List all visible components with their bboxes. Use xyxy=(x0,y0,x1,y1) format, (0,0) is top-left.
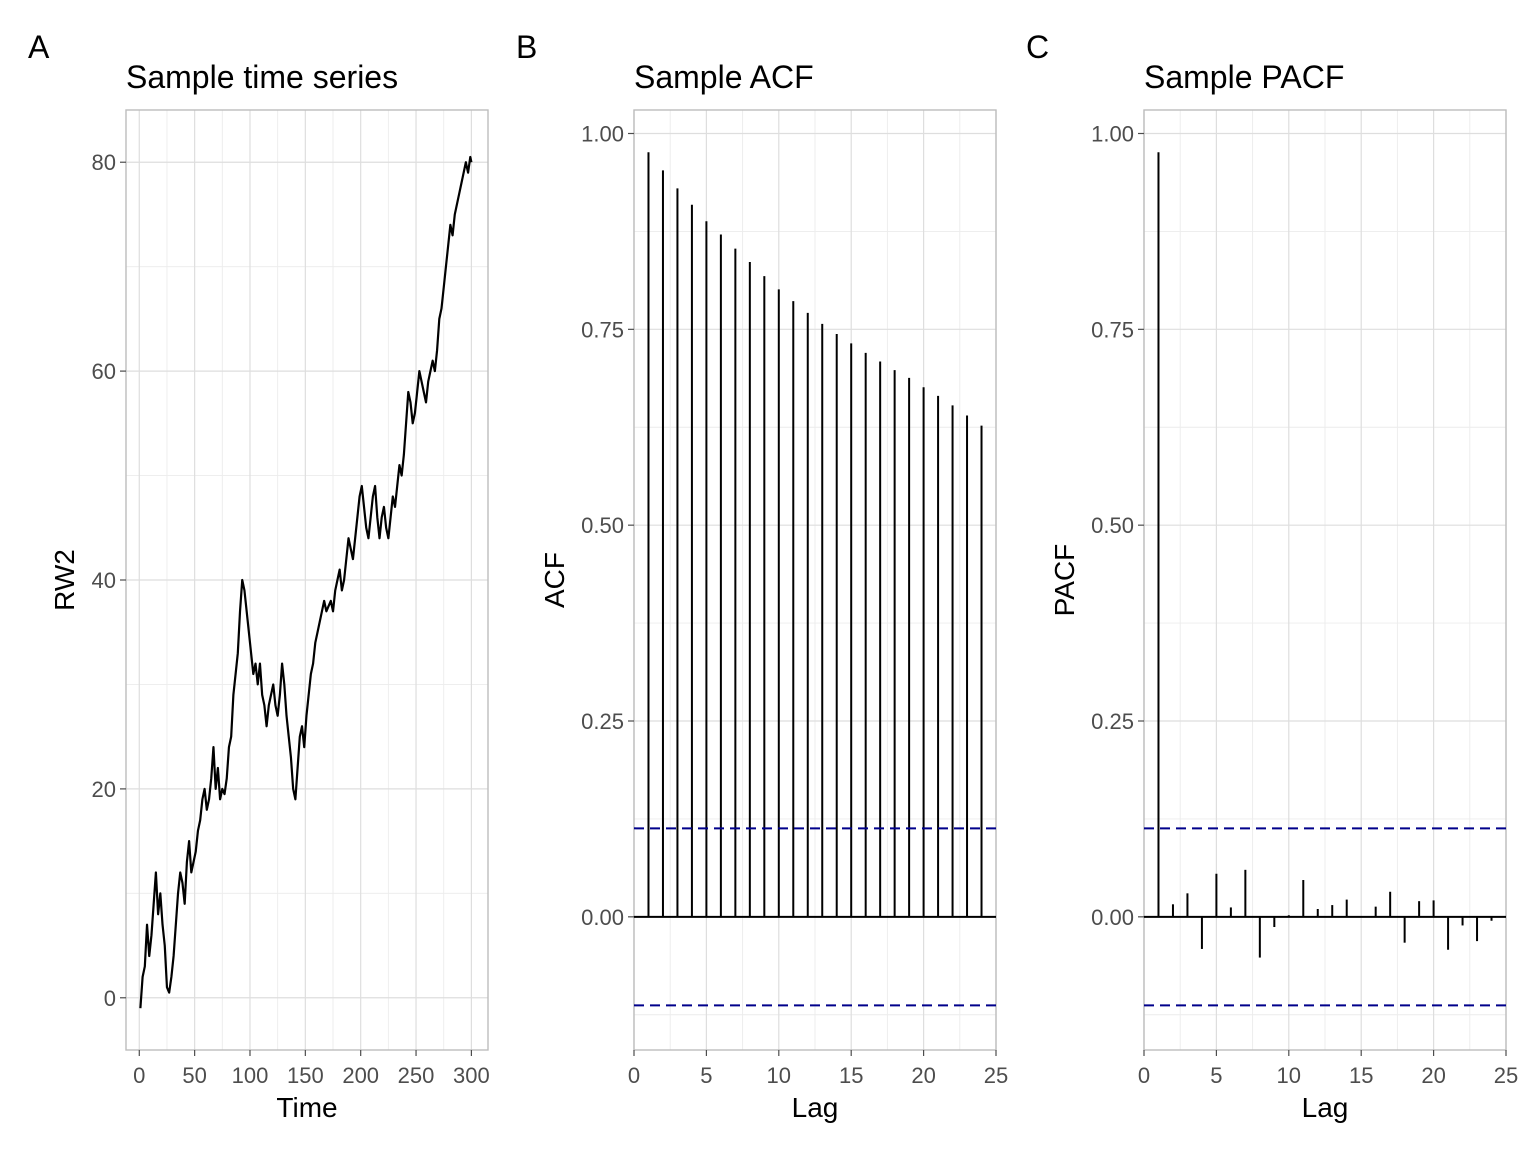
y-tick-label: 0.25 xyxy=(581,709,624,734)
y-tick-label: 40 xyxy=(92,568,116,593)
grid xyxy=(633,110,997,1050)
x-tick-label: 25 xyxy=(1494,1063,1518,1088)
y-tick-label: 0.00 xyxy=(581,905,624,930)
grid xyxy=(1143,110,1507,1050)
x-tick-label: 0 xyxy=(133,1063,145,1088)
x-tick-label: 100 xyxy=(232,1063,269,1088)
y-tick-label: 0.00 xyxy=(1091,905,1134,930)
x-tick-label: 20 xyxy=(1421,1063,1445,1088)
x-tick-label: 10 xyxy=(767,1063,791,1088)
panel-tag: A xyxy=(28,29,50,65)
panel-a: A Sample time series 0 50 100 150 200 250 300 0 20… xyxy=(28,29,490,1123)
x-tick-label: 300 xyxy=(453,1063,490,1088)
y-tick-label: 0.75 xyxy=(581,317,624,342)
x-axis-label: Lag xyxy=(792,1092,839,1123)
y-tick-label: 20 xyxy=(92,777,116,802)
x-tick-label: 20 xyxy=(911,1063,935,1088)
x-tick-label: 50 xyxy=(182,1063,206,1088)
panel-title: Sample ACF xyxy=(634,59,814,95)
y-axis-label: PACF xyxy=(1049,544,1080,617)
marks xyxy=(634,152,996,1007)
y-axis-label: ACF xyxy=(539,552,570,608)
y-tick-label: 0.50 xyxy=(581,513,624,538)
marks xyxy=(1144,152,1506,1007)
y-tick-label: 1.00 xyxy=(1091,122,1134,147)
panel-b: B Sample ACF 0 5 10 15 20 25 0.00 0.25 0.50 0.75 1.0… xyxy=(516,29,1008,1123)
x-axis-label: Lag xyxy=(1302,1092,1349,1123)
series-line xyxy=(139,155,473,1009)
x-tick-label: 25 xyxy=(984,1063,1008,1088)
x-axis-label: Time xyxy=(276,1092,337,1123)
x-tick-label: 15 xyxy=(1349,1063,1373,1088)
y-tick-label: 0.50 xyxy=(1091,513,1134,538)
y-tick-label: 60 xyxy=(92,359,116,384)
panel-c: C Sample PACF 0 5 10 15 20 25 0.00 0.25 0.50 0.75 1.… xyxy=(1026,29,1518,1123)
plot-frame xyxy=(633,109,997,1051)
y-tick-label: 0 xyxy=(104,986,116,1011)
x-tick-label: 200 xyxy=(342,1063,379,1088)
grid xyxy=(126,110,488,1050)
x-tick-label: 5 xyxy=(700,1063,712,1088)
panel-tag: C xyxy=(1026,29,1049,65)
x-tick-label: 0 xyxy=(628,1063,640,1088)
y-tick-label: 1.00 xyxy=(581,122,624,147)
x-tick-label: 150 xyxy=(287,1063,324,1088)
y-axis-label: RW2 xyxy=(49,549,80,611)
x-tick-label: 0 xyxy=(1138,1063,1150,1088)
plot-frame xyxy=(1143,109,1507,1051)
y-tick-label: 0.75 xyxy=(1091,317,1134,342)
marks xyxy=(139,155,473,1009)
y-tick-label: 0.25 xyxy=(1091,709,1134,734)
x-tick-label: 15 xyxy=(839,1063,863,1088)
x-tick-label: 250 xyxy=(398,1063,435,1088)
panel-tag: B xyxy=(516,29,537,65)
panel-title: Sample PACF xyxy=(1144,59,1344,95)
x-tick-label: 10 xyxy=(1277,1063,1301,1088)
panel-title: Sample time series xyxy=(126,59,398,95)
x-tick-label: 5 xyxy=(1210,1063,1222,1088)
y-tick-label: 80 xyxy=(92,150,116,175)
